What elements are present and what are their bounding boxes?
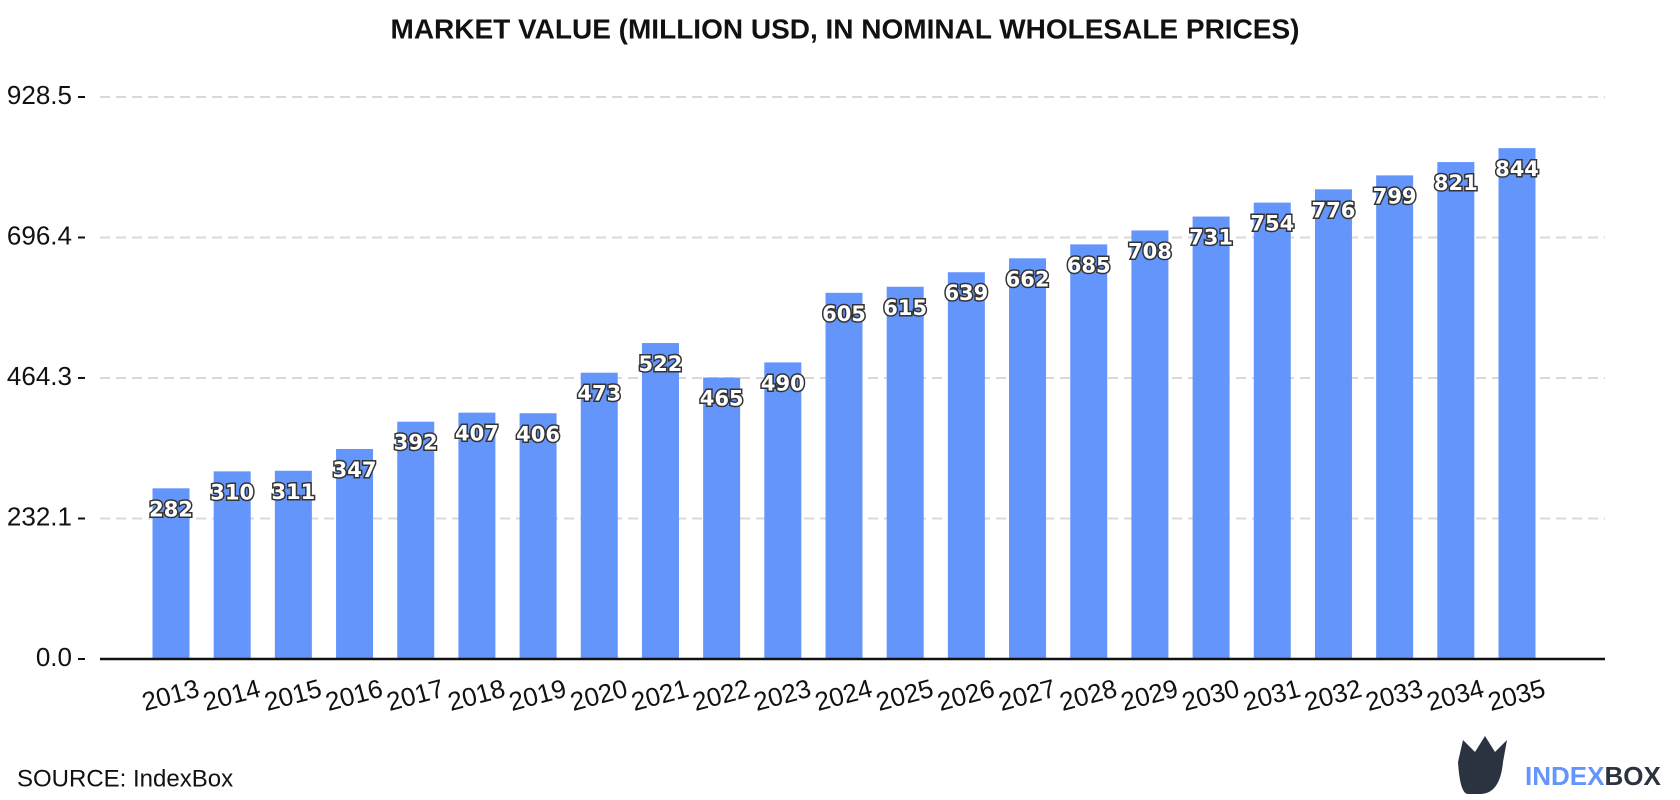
bar (641, 343, 679, 659)
bar (1070, 244, 1108, 660)
bar (947, 272, 985, 659)
bar (336, 448, 374, 659)
x-tick-label: 2030 (1179, 673, 1243, 717)
y-tick-label: 464.3 (7, 361, 72, 391)
x-tick-label: 2026 (934, 673, 998, 717)
x-tick-label: 2021 (628, 673, 692, 717)
value-label: 310 (210, 480, 254, 504)
value-label: 821 (1434, 171, 1478, 195)
bar (152, 488, 190, 659)
bar (1009, 258, 1047, 659)
value-label: 799 (1373, 184, 1417, 208)
value-label: 406 (516, 422, 560, 446)
value-label: 731 (1189, 226, 1233, 250)
value-label: 605 (822, 302, 866, 326)
logo-second: BOX (1604, 761, 1661, 791)
y-tick-label: 928.5 (7, 80, 72, 110)
chart-title: MARKET VALUE (MILLION USD, IN NOMINAL WH… (391, 13, 1300, 44)
x-tick-label: 2017 (383, 673, 447, 717)
bar (397, 421, 435, 659)
bar (1192, 216, 1230, 659)
value-label: 754 (1250, 212, 1294, 236)
value-label: 465 (700, 387, 744, 411)
bar (703, 377, 741, 659)
bar (458, 412, 496, 659)
x-tick-label: 2034 (1423, 673, 1487, 717)
x-tick-label: 2024 (812, 673, 876, 717)
x-tick-label: 2033 (1362, 673, 1426, 717)
value-label: 490 (761, 371, 805, 395)
bar (1498, 148, 1536, 659)
bar (1437, 162, 1475, 659)
bar (580, 372, 618, 659)
value-label: 776 (1312, 198, 1356, 222)
x-tick-label: 2022 (689, 673, 753, 717)
x-tick-label: 2031 (1240, 673, 1304, 717)
value-label: 311 (271, 480, 315, 504)
x-tick-label: 2016 (322, 673, 386, 717)
logo-text: INDEXBOX (1525, 761, 1661, 791)
logo-icon (1458, 736, 1507, 794)
x-tick-label: 2020 (567, 673, 631, 717)
value-label: 639 (944, 281, 988, 305)
value-label: 392 (394, 431, 438, 455)
bar (764, 362, 802, 659)
bar (886, 286, 924, 659)
x-tick-label: 2029 (1118, 673, 1182, 717)
x-tick-label: 2019 (506, 673, 570, 717)
value-label: 844 (1495, 157, 1539, 181)
x-tick-label: 2014 (200, 673, 264, 717)
value-label: 407 (455, 422, 499, 446)
bar (1253, 202, 1291, 659)
value-label: 522 (639, 352, 683, 376)
y-tick-label: 696.4 (7, 220, 72, 250)
x-tick-label: 2035 (1485, 673, 1549, 717)
bar (1314, 189, 1352, 659)
bar (825, 292, 863, 659)
bar (519, 413, 557, 659)
value-label: 685 (1067, 253, 1111, 277)
bar (213, 471, 251, 659)
y-tick-label: 0.0 (36, 642, 72, 672)
source: SOURCE: IndexBox (17, 765, 233, 792)
x-tick-label: 2018 (445, 673, 509, 717)
bar (1131, 230, 1169, 659)
x-tick-label: 2023 (750, 673, 814, 717)
value-label: 473 (577, 382, 621, 406)
value-label: 615 (883, 296, 927, 320)
value-label: 347 (333, 458, 377, 482)
x-tick-label: 2013 (139, 673, 203, 717)
y-tick-label: 232.1 (7, 501, 72, 531)
x-tick-label: 2032 (1301, 673, 1365, 717)
x-tick-label: 2025 (873, 673, 937, 717)
value-label: 708 (1128, 239, 1172, 263)
x-tick-label: 2015 (261, 673, 325, 717)
logo-first: INDEX (1525, 761, 1605, 791)
bar (274, 470, 312, 659)
value-label: 662 (1006, 267, 1050, 291)
logo: INDEXBOX (1458, 736, 1661, 794)
bar (1376, 175, 1414, 659)
x-tick-label: 2028 (1056, 673, 1120, 717)
value-label: 282 (149, 497, 193, 521)
x-tick-label: 2027 (995, 673, 1059, 717)
